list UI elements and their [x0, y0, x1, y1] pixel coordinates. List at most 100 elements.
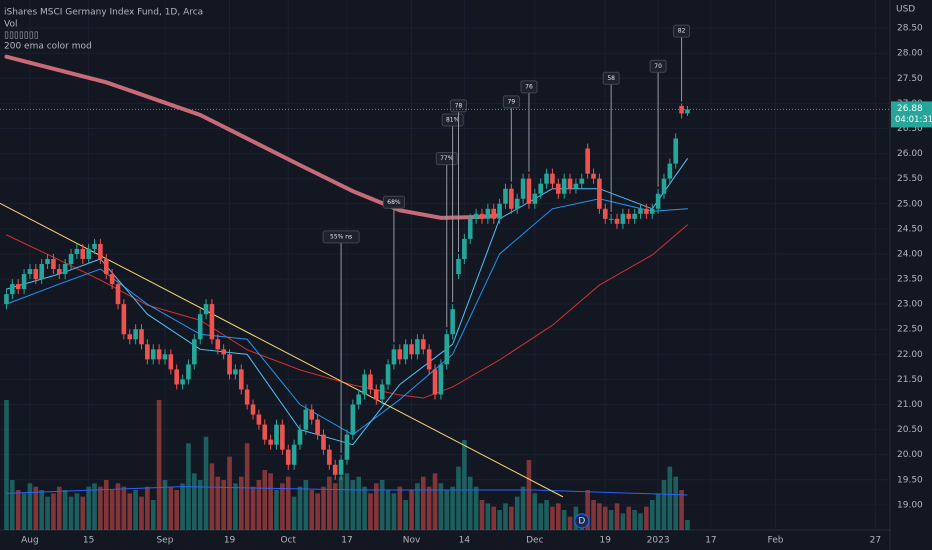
candle-body	[145, 344, 150, 360]
candle-body	[456, 258, 461, 275]
candle-body	[638, 208, 643, 214]
candle-body	[467, 218, 473, 239]
volume-bar	[356, 476, 362, 530]
candle-body	[174, 369, 180, 385]
candle-body	[51, 258, 56, 270]
volume-bar	[280, 483, 285, 530]
volume-bar	[655, 493, 661, 530]
volume-bar	[644, 506, 649, 530]
volume-bar	[385, 490, 391, 530]
volume-bar	[327, 476, 332, 530]
volume-bar	[514, 496, 520, 530]
volume-bar	[467, 476, 473, 530]
candle-body	[385, 364, 391, 385]
candle-body	[473, 213, 479, 219]
candle-body	[591, 173, 596, 179]
trendline	[0, 202, 564, 498]
volume-bar	[33, 486, 39, 530]
indicator-label: ▯▯▯▯▯▯▯	[4, 31, 39, 41]
candle-body	[103, 258, 109, 275]
volume-bar	[45, 496, 50, 530]
volume-bar	[121, 486, 127, 530]
volume-bar	[397, 486, 403, 530]
volume-bar	[244, 443, 250, 530]
x-tick-label: Feb	[768, 536, 784, 546]
y-tick-label: 27.50	[897, 74, 923, 84]
volume-bar	[438, 483, 444, 530]
candle-body	[156, 349, 162, 360]
volume-bar	[391, 493, 397, 530]
volume-bar	[561, 510, 567, 530]
volume-bar	[80, 496, 86, 530]
candle-body	[27, 269, 33, 275]
volume-bar	[567, 516, 573, 530]
volume-bar	[68, 496, 74, 530]
countdown-label: 04:01:31	[895, 115, 932, 125]
volume-bar	[685, 520, 690, 530]
candle-body	[403, 344, 408, 360]
annotation-label: 70	[654, 63, 662, 70]
volume-ma-line	[6, 486, 688, 496]
candle-body	[526, 178, 532, 204]
volume-bar	[632, 510, 637, 530]
candle-body	[379, 384, 385, 400]
candle-body	[602, 208, 608, 219]
volume-bar	[315, 493, 320, 530]
candle-body	[561, 178, 567, 194]
x-tick-label: Dec	[526, 536, 543, 546]
annotation-box	[520, 80, 538, 94]
candle-body	[68, 253, 74, 264]
volume-bar	[115, 483, 121, 530]
volume-bar	[86, 486, 91, 530]
candle-body	[262, 424, 268, 440]
volume-bar	[532, 493, 538, 530]
candle-body	[186, 364, 191, 380]
candle-body	[491, 208, 497, 219]
candle-body	[661, 178, 667, 194]
volume-bar	[168, 486, 174, 530]
candle-body	[362, 374, 367, 395]
candle-body	[274, 424, 279, 445]
candle-body	[127, 334, 133, 340]
candle-body	[280, 424, 285, 450]
candle-body	[520, 178, 526, 199]
candle-body	[685, 109, 690, 114]
volume-bar	[473, 486, 479, 530]
candle-body	[479, 213, 485, 219]
candle-body	[192, 339, 197, 365]
volume-bar	[602, 506, 608, 530]
y-tick-label: 24.50	[897, 224, 923, 234]
chart-title: iShares MSCI Germany Index Fund, 1D, Arc…	[4, 8, 203, 18]
volume-bar	[109, 490, 115, 530]
volume-bar	[15, 490, 21, 530]
volume-bar	[350, 480, 356, 530]
volume-bar	[556, 503, 561, 530]
y-tick-label: 21.50	[897, 375, 923, 385]
volume-bar	[338, 476, 344, 530]
candle-body	[203, 304, 209, 315]
candle-body	[10, 284, 15, 295]
candle-body	[250, 404, 256, 415]
candle-body	[15, 284, 21, 290]
volume-bar	[268, 473, 273, 530]
volume-bar	[250, 486, 256, 530]
indicator-label: Vol	[4, 20, 17, 30]
candle-body	[397, 349, 403, 360]
candle-body	[415, 339, 420, 355]
annotation-label: 68%	[387, 199, 401, 206]
candle-body	[532, 193, 538, 204]
candle-body	[256, 414, 262, 425]
volume-bar	[479, 500, 485, 530]
volume-bar	[145, 486, 150, 530]
y-tick-label: 20.00	[897, 450, 923, 460]
candle-body	[197, 314, 203, 340]
y-tick-label: 24.00	[897, 249, 923, 259]
last-price-box	[891, 101, 932, 128]
volume-bar	[667, 466, 673, 530]
volume-bar	[362, 486, 367, 530]
volume-bar	[520, 486, 526, 530]
volume-bar	[462, 440, 467, 530]
candle-body	[409, 344, 414, 355]
annotation-label: 58	[607, 75, 615, 82]
